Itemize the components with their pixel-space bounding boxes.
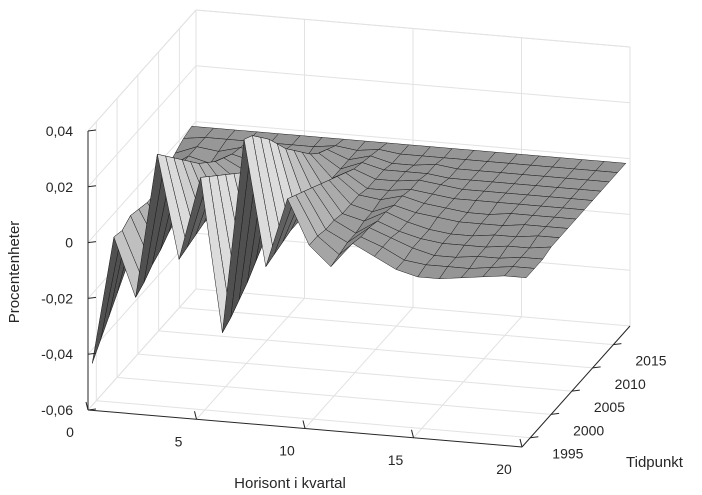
z-tick (87, 241, 97, 244)
surface-patch (503, 266, 536, 278)
y-tick (571, 389, 580, 392)
x-tick-label: 5 (175, 433, 183, 449)
x-tick (85, 401, 89, 411)
grid-line-side (87, 121, 197, 243)
y-tick-label: 2000 (573, 422, 604, 438)
x-tick (411, 429, 414, 438)
z-tick-label: -0,02 (41, 290, 73, 306)
y-tick-label: 1995 (552, 446, 583, 462)
grid-line-floor (304, 307, 414, 429)
z-axis-label: Procentenheter (6, 221, 23, 324)
z-tick-label: 0,02 (46, 179, 73, 195)
y-tick (551, 412, 560, 415)
x-tick-label: 15 (388, 452, 404, 468)
y-tick-label: 2015 (635, 353, 666, 369)
x-tick (194, 411, 197, 420)
surface-layer (91, 126, 627, 364)
z-tick-label: -0,06 (41, 402, 73, 418)
z-tick-label: 0 (65, 235, 73, 251)
tick-layer: 0 5 10 15 20 1995 2000 2005 2010 2015 -0,06 -0,04 -0… (41, 123, 667, 477)
z-tick (87, 129, 97, 132)
grid-line-floor (87, 288, 197, 411)
grid-line-top (195, 9, 631, 48)
grid-line-floor (96, 400, 531, 439)
y-tick-label: 2010 (615, 376, 646, 392)
x-tick (302, 420, 306, 429)
y-axis-line (521, 325, 631, 448)
x-tick (519, 438, 523, 448)
grid-line-floor (179, 307, 614, 346)
grid-line-floor (158, 330, 593, 369)
grid-line-floor (196, 297, 305, 420)
x-tick-label: 20 (496, 461, 512, 477)
grid-line-top (87, 9, 197, 132)
z-tick-label: 0,04 (46, 123, 73, 139)
x-axis-label: Horisont i kvartal (234, 475, 346, 492)
z-tick (87, 408, 97, 411)
z-tick-label: -0,04 (41, 346, 73, 362)
grid-line-floor (137, 353, 572, 392)
y-tick-label: 2005 (594, 399, 625, 415)
z-tick (87, 185, 97, 188)
y-axis-label: Tidpunkt (626, 454, 684, 471)
grid-line-floor (117, 376, 552, 415)
x-tick-label: 0 (66, 424, 74, 440)
y-tick (613, 343, 622, 346)
x-tick-label: 10 (279, 443, 295, 459)
y-tick (530, 436, 539, 439)
grid-line-side (87, 65, 197, 188)
grid-layer (87, 9, 631, 448)
grid-line-floor (413, 316, 522, 439)
z-tick (87, 296, 97, 299)
y-tick (592, 366, 601, 369)
z-tick (87, 352, 97, 355)
